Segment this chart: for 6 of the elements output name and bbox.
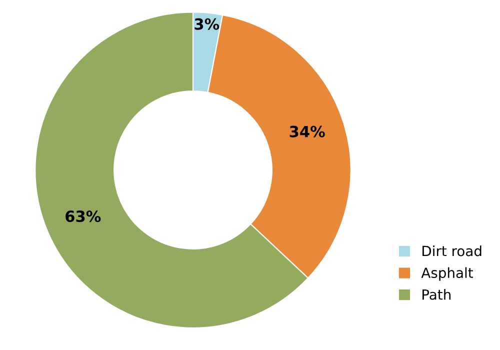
legend-label: Dirt road	[422, 246, 482, 256]
data-label: 3%	[194, 18, 220, 30]
data-label: 63%	[66, 210, 101, 222]
legend-label: Asphalt	[421, 267, 473, 281]
data-label: 34%	[290, 126, 325, 138]
legend-label: Path	[422, 289, 450, 300]
